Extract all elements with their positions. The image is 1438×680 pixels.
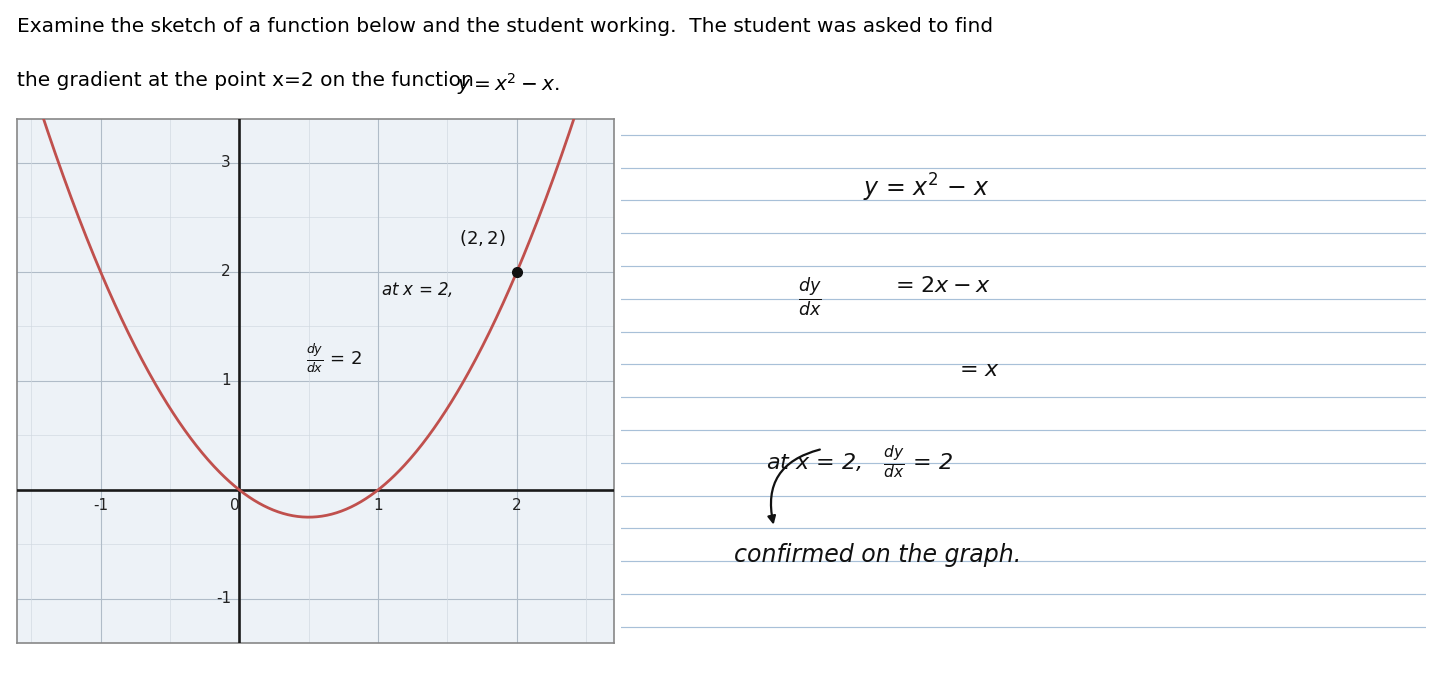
Text: $\frac{dy}{dx}$ = 2: $\frac{dy}{dx}$ = 2 — [306, 343, 362, 375]
Text: the gradient at the point x=2 on the function: the gradient at the point x=2 on the fun… — [17, 71, 480, 90]
Text: confirmed on the graph.: confirmed on the graph. — [733, 543, 1021, 567]
Text: -1: -1 — [216, 592, 232, 607]
Text: 0: 0 — [230, 498, 239, 513]
Text: = $x$: = $x$ — [959, 360, 1001, 380]
Text: Examine the sketch of a function below and the student working.  The student was: Examine the sketch of a function below a… — [17, 17, 994, 36]
Text: 3: 3 — [221, 155, 232, 170]
Text: 2: 2 — [512, 498, 522, 513]
Text: -1: -1 — [93, 498, 108, 513]
Text: at $x$ = 2,: at $x$ = 2, — [381, 280, 453, 299]
Text: $y = x^2 - x$.: $y = x^2 - x$. — [457, 71, 559, 97]
Text: $y$ = $x^{2}$ $-$ $x$: $y$ = $x^{2}$ $-$ $x$ — [863, 171, 989, 203]
Text: $(2,2)$: $(2,2)$ — [459, 228, 505, 248]
Text: 2: 2 — [221, 265, 232, 279]
Text: 1: 1 — [221, 373, 232, 388]
Text: $\frac{dy}{dx}$: $\frac{dy}{dx}$ — [798, 276, 823, 320]
Text: at $x$ = 2,   $\frac{dy}{dx}$ = 2: at $x$ = 2, $\frac{dy}{dx}$ = 2 — [766, 443, 953, 481]
Text: 1: 1 — [374, 498, 383, 513]
Text: = $2x - x$: = $2x - x$ — [894, 276, 991, 296]
